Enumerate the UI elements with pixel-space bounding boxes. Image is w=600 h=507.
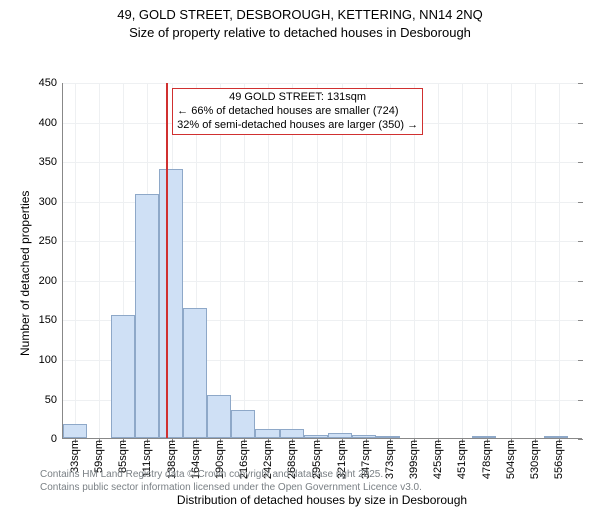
- ytick-mark: [578, 83, 583, 84]
- title-line-2: Size of property relative to detached ho…: [0, 24, 600, 42]
- ytick-label: 400: [39, 117, 63, 129]
- xtick-label: 530sqm: [529, 438, 541, 479]
- xtick-label: 451sqm: [456, 438, 468, 479]
- ytick-mark: [578, 281, 583, 282]
- xtick-label: 425sqm: [432, 438, 444, 479]
- gridline-v: [559, 83, 560, 438]
- ytick-mark: [578, 241, 583, 242]
- gridline-v: [220, 83, 221, 438]
- xtick-label: 556sqm: [553, 438, 565, 479]
- ytick-label: 200: [39, 275, 63, 287]
- xtick-label: 504sqm: [505, 438, 517, 479]
- gridline-v: [511, 83, 512, 438]
- footnote-line-2: Contains public sector information licen…: [40, 481, 422, 494]
- gridline-v: [342, 83, 343, 438]
- plot-area: 05010015020025030035040045033sqm59sqm85s…: [62, 83, 582, 439]
- gridline-v: [487, 83, 488, 438]
- ytick-mark: [578, 360, 583, 361]
- gridline-v: [317, 83, 318, 438]
- gridline-h: [63, 162, 582, 163]
- gridline-v: [268, 83, 269, 438]
- histogram-bar: [544, 436, 568, 438]
- histogram-bar: [255, 429, 279, 438]
- histogram-bar: [231, 410, 255, 438]
- histogram-bar: [207, 395, 231, 439]
- gridline-v: [75, 83, 76, 438]
- callout-box: 49 GOLD STREET: 131sqm← 66% of detached …: [172, 88, 423, 135]
- gridline-v: [535, 83, 536, 438]
- histogram-bar: [280, 429, 304, 438]
- xtick-label: 478sqm: [481, 438, 493, 479]
- ytick-label: 50: [45, 394, 63, 406]
- histogram-bar: [159, 169, 183, 438]
- ytick-label: 150: [39, 314, 63, 326]
- gridline-v: [414, 83, 415, 438]
- ytick-label: 250: [39, 235, 63, 247]
- callout-line: 32% of semi-detached houses are larger (…: [177, 119, 418, 133]
- marker-line: [166, 83, 168, 438]
- ytick-mark: [578, 123, 583, 124]
- gridline-v: [438, 83, 439, 438]
- ytick-mark: [578, 202, 583, 203]
- ytick-label: 100: [39, 354, 63, 366]
- gridline-v: [99, 83, 100, 438]
- ytick-label: 450: [39, 77, 63, 89]
- footnote-line-1: Contains HM Land Registry data © Crown c…: [40, 468, 422, 481]
- histogram-bar: [352, 435, 376, 438]
- ytick-mark: [578, 439, 583, 440]
- gridline-v: [244, 83, 245, 438]
- footnote: Contains HM Land Registry data © Crown c…: [40, 468, 422, 494]
- ytick-mark: [578, 162, 583, 163]
- y-axis-label: Number of detached properties: [18, 191, 32, 356]
- ytick-label: 300: [39, 196, 63, 208]
- gridline-v: [390, 83, 391, 438]
- histogram-bar: [63, 424, 87, 438]
- callout-line: ← 66% of detached houses are smaller (72…: [177, 105, 418, 119]
- histogram-bar: [376, 436, 400, 438]
- histogram-bar: [304, 435, 328, 438]
- gridline-h: [63, 83, 582, 84]
- histogram-bar: [135, 194, 159, 438]
- gridline-v: [462, 83, 463, 438]
- gridline-v: [366, 83, 367, 438]
- title-line-1: 49, GOLD STREET, DESBOROUGH, KETTERING, …: [0, 6, 600, 24]
- x-axis-label: Distribution of detached houses by size …: [62, 493, 582, 507]
- title-block: 49, GOLD STREET, DESBOROUGH, KETTERING, …: [0, 0, 600, 41]
- histogram-bar: [328, 433, 352, 438]
- gridline-v: [292, 83, 293, 438]
- callout-line: 49 GOLD STREET: 131sqm: [177, 91, 418, 105]
- ytick-label: 350: [39, 156, 63, 168]
- histogram-bar: [111, 315, 135, 438]
- histogram-bar: [472, 436, 496, 438]
- ytick-label: 0: [51, 433, 63, 445]
- ytick-mark: [578, 400, 583, 401]
- histogram-bar: [183, 308, 207, 439]
- ytick-mark: [578, 320, 583, 321]
